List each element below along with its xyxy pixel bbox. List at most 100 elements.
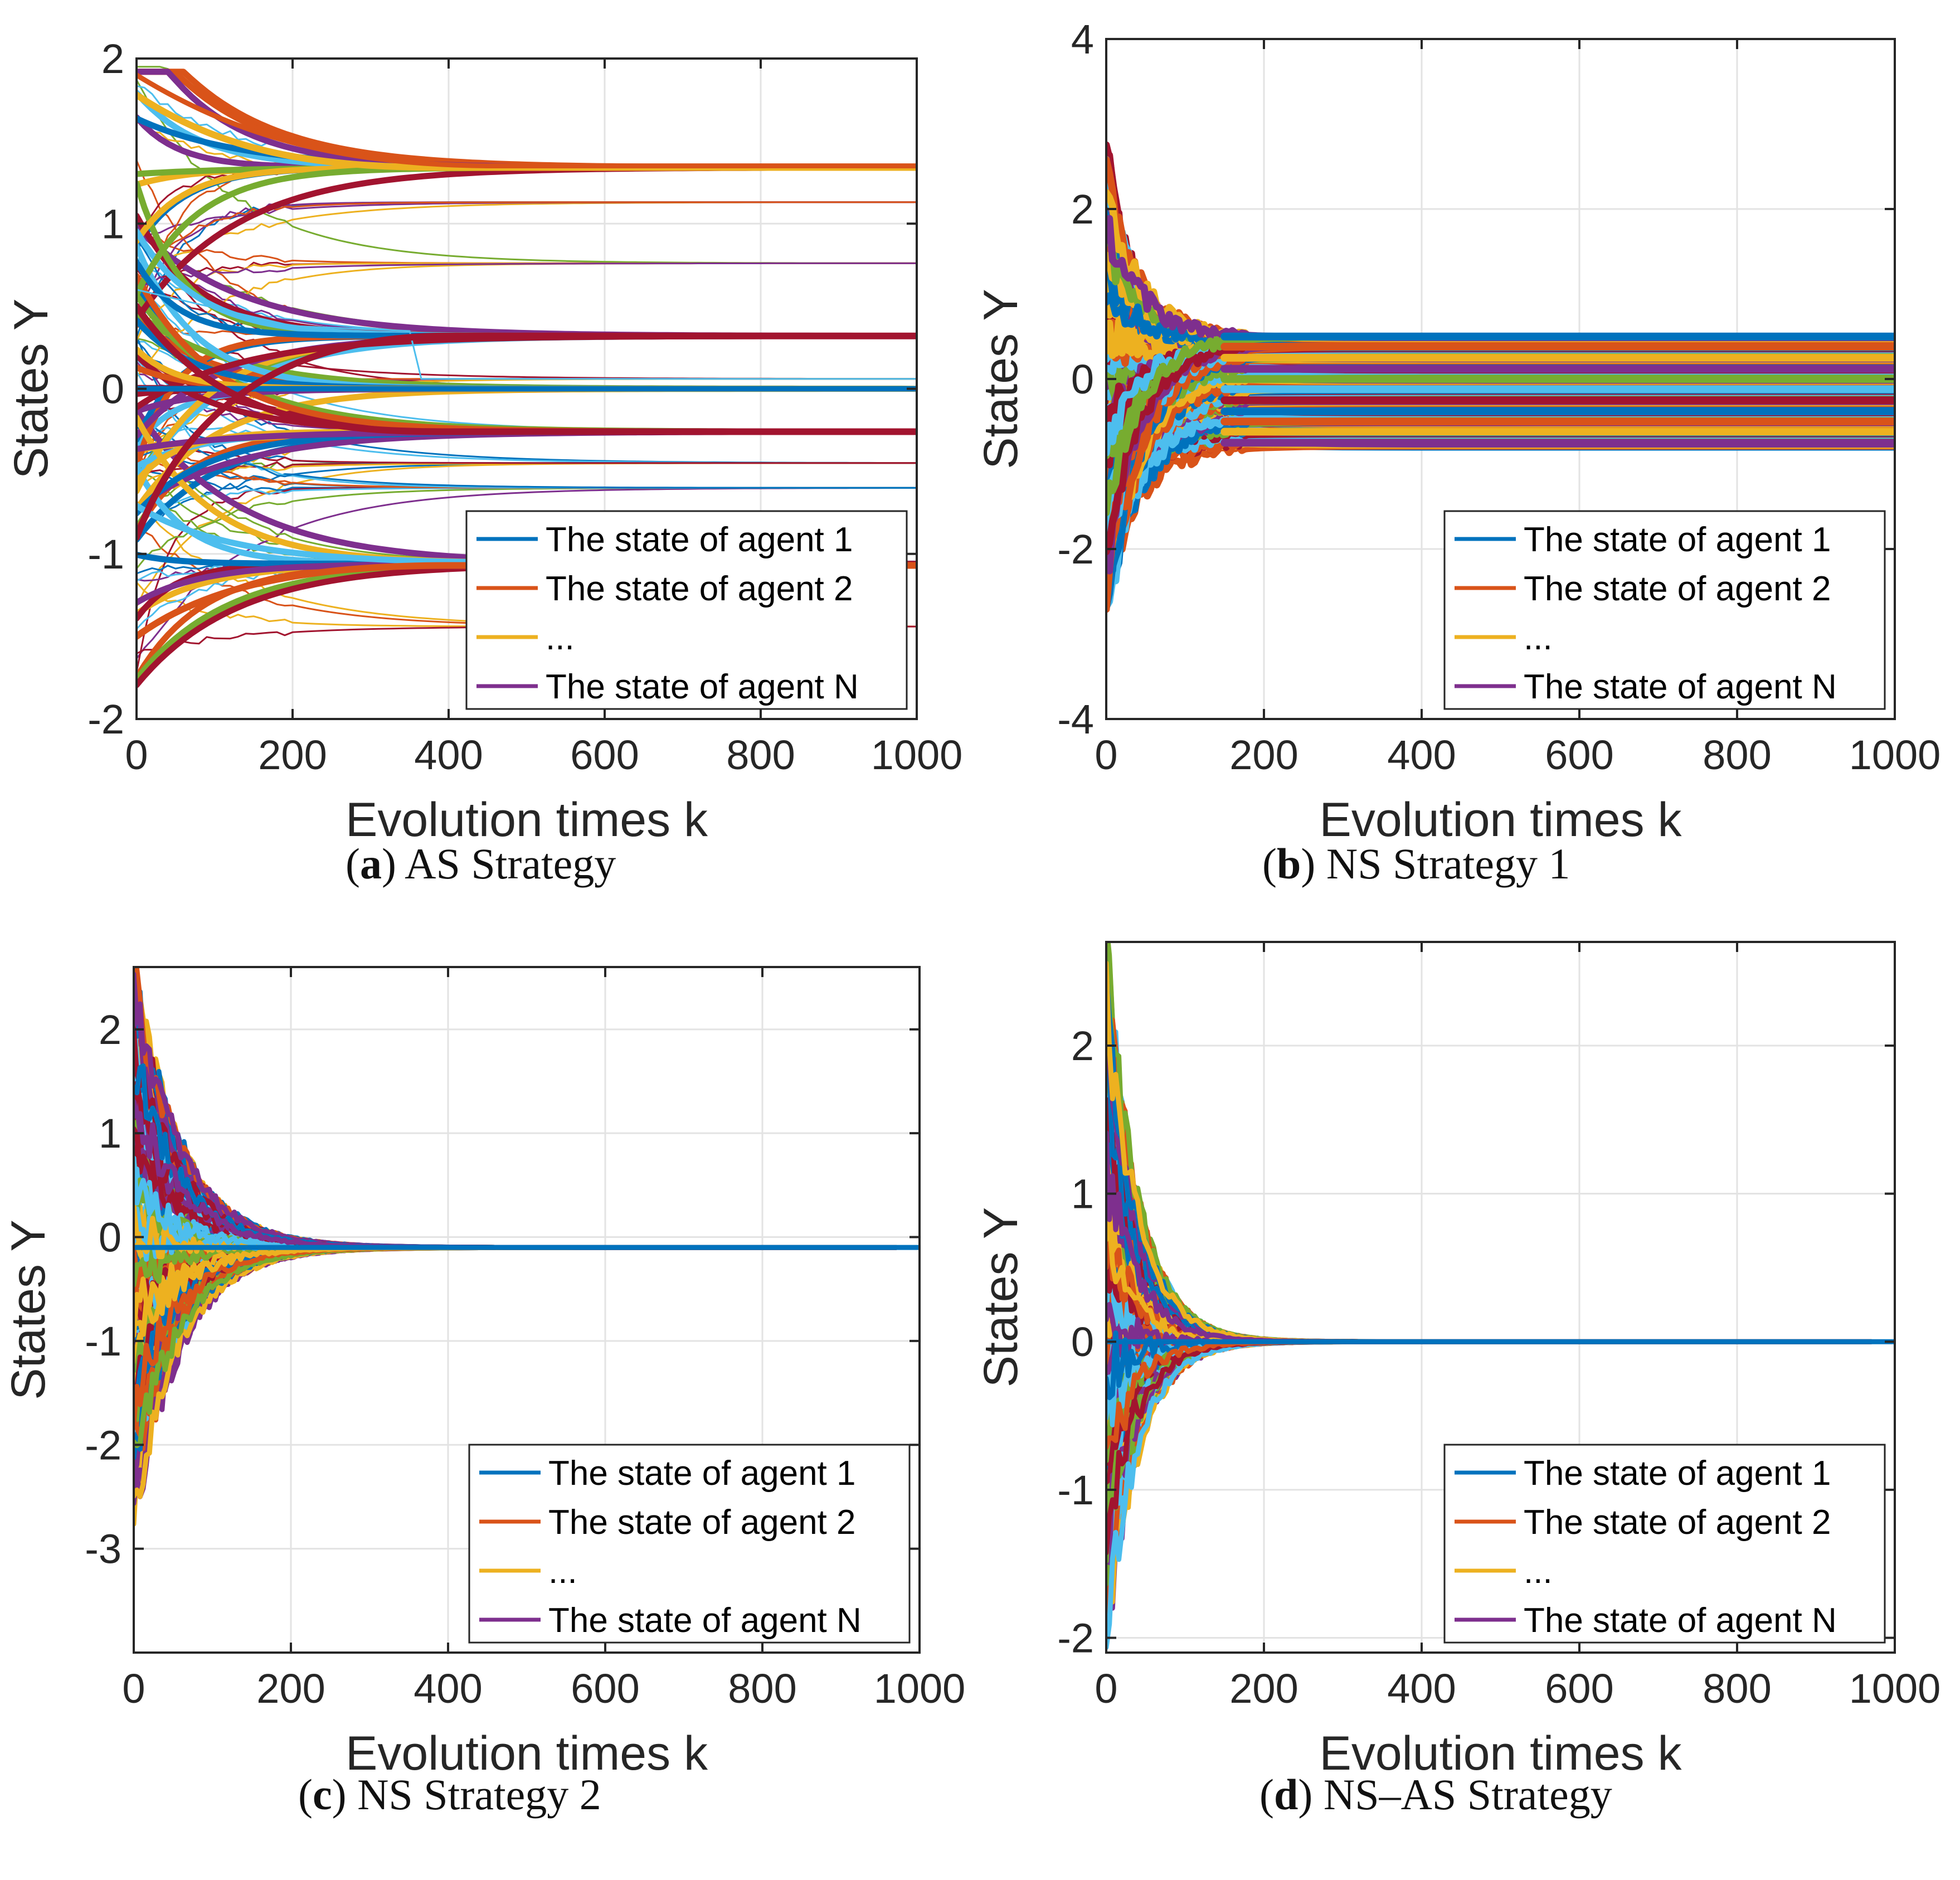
y-tick-label: 2 xyxy=(1071,186,1094,232)
x-tick-label: 400 xyxy=(414,1665,482,1712)
series-group xyxy=(1106,141,1895,613)
caption-letter-a: a xyxy=(359,839,382,888)
x-tick-label: 0 xyxy=(1095,1665,1117,1712)
x-tick-label: 600 xyxy=(571,1665,639,1712)
legend-label: The state of agent 2 xyxy=(546,570,853,608)
legend-label: The state of agent 2 xyxy=(548,1503,856,1542)
x-tick-label: 0 xyxy=(125,732,148,778)
series-line-thin xyxy=(137,262,917,286)
caption-a: (a) AS Strategy xyxy=(346,839,616,888)
y-tick-label: -2 xyxy=(87,696,124,742)
x-tick-label: 800 xyxy=(1703,1665,1771,1712)
legend-label: ... xyxy=(1524,1552,1553,1591)
axes-box xyxy=(1105,941,1896,1654)
y-tick-label: 1 xyxy=(101,201,124,247)
caption-letter-d: d xyxy=(1273,1770,1298,1819)
caption-c: (c) NS Strategy 2 xyxy=(298,1770,601,1819)
x-tick-label: 0 xyxy=(1095,732,1117,778)
x-tick-label: 0 xyxy=(122,1665,145,1712)
legend-box xyxy=(1443,1444,1886,1644)
legend: The state of agent 1 The state of agent 2… xyxy=(1443,510,1886,710)
y-tick-label: -4 xyxy=(1057,696,1094,742)
caption-b: (b) NS Strategy 1 xyxy=(1262,839,1570,888)
x-tick-label: 1000 xyxy=(1849,1665,1941,1712)
x-axis-label: Evolution times k xyxy=(346,793,708,847)
x-tick-label: 1000 xyxy=(871,732,963,778)
legend-label: The state of agent 1 xyxy=(548,1454,856,1493)
x-axis-label: Evolution times k xyxy=(1319,793,1682,847)
legend-label: The state of agent 2 xyxy=(1524,1503,1831,1542)
y-tick-label: -1 xyxy=(87,531,124,577)
x-tick-label: 400 xyxy=(1387,732,1456,778)
series-group xyxy=(134,967,920,1527)
x-tick-label: 200 xyxy=(258,732,327,778)
series-group xyxy=(1106,942,1895,1650)
legend-label: The state of agent 1 xyxy=(1524,1454,1831,1493)
x-axis-label: Evolution times k xyxy=(346,1727,708,1780)
legend-label: The state of agent N xyxy=(1524,1601,1837,1640)
y-tick-label: 0 xyxy=(101,366,124,412)
y-axis-label: States Y xyxy=(974,1207,1028,1388)
legend-label: The state of agent 2 xyxy=(1524,570,1831,608)
x-tick-label: 800 xyxy=(728,1665,796,1712)
x-tick-label: 400 xyxy=(414,732,483,778)
series-line-thin xyxy=(137,414,917,489)
caption-letter-c: c xyxy=(312,1770,332,1819)
y-tick-label: -2 xyxy=(1057,526,1094,572)
legend-label: The state of agent 1 xyxy=(1524,521,1831,559)
y-tick-label: 2 xyxy=(1071,1023,1094,1069)
y-tick-label: 0 xyxy=(1071,356,1094,402)
x-tick-label: 200 xyxy=(1229,1665,1298,1712)
y-tick-label: 0 xyxy=(1071,1319,1094,1365)
legend-label: The state of agent N xyxy=(546,668,859,706)
axes-box xyxy=(133,966,921,1654)
y-tick-label: -2 xyxy=(1057,1615,1094,1661)
y-tick-label: 0 xyxy=(99,1215,121,1261)
series-line-thick xyxy=(137,72,917,169)
legend: The state of agent 1 The state of agent 2… xyxy=(468,1444,911,1644)
x-tick-label: 200 xyxy=(1229,732,1298,778)
x-tick-label: 1000 xyxy=(1849,732,1941,778)
y-axis-label: States Y xyxy=(2,1220,55,1400)
x-tick-label: 400 xyxy=(1387,1665,1456,1712)
y-tick-label: 2 xyxy=(101,36,124,82)
legend-label: ... xyxy=(548,1552,577,1591)
series-line-thin xyxy=(137,289,917,380)
legend-label: ... xyxy=(546,619,575,657)
y-tick-label: 1 xyxy=(1071,1171,1094,1217)
legend-label: The state of agent N xyxy=(1524,668,1837,706)
y-tick-label: 2 xyxy=(99,1007,121,1053)
legend-label: The state of agent 1 xyxy=(546,521,853,559)
caption-text-c: NS Strategy 2 xyxy=(357,1770,601,1819)
x-tick-label: 200 xyxy=(256,1665,325,1712)
series-line-thick xyxy=(137,91,917,171)
x-tick-label: 1000 xyxy=(874,1665,966,1712)
legend-label: The state of agent N xyxy=(548,1601,862,1640)
y-tick-label: -2 xyxy=(85,1422,121,1468)
legend-box xyxy=(465,510,908,710)
y-axis-label: States Y xyxy=(4,299,58,479)
y-tick-label: -1 xyxy=(85,1318,121,1364)
y-tick-label: 4 xyxy=(1071,16,1094,62)
legend: The state of agent 1 The state of agent 2… xyxy=(465,510,908,710)
x-tick-label: 800 xyxy=(726,732,795,778)
x-axis-label: Evolution times k xyxy=(1319,1727,1682,1780)
series-line-thin xyxy=(137,433,917,464)
caption-letter-b: b xyxy=(1276,839,1301,888)
y-tick-label: 1 xyxy=(99,1110,121,1157)
caption-text-b: NS Strategy 1 xyxy=(1326,839,1570,888)
legend-box xyxy=(468,1444,911,1644)
x-tick-label: 800 xyxy=(1703,732,1771,778)
y-axis-label: States Y xyxy=(974,289,1028,469)
caption-text-a: AS Strategy xyxy=(405,839,616,888)
y-tick-label: -1 xyxy=(1057,1467,1094,1513)
x-tick-label: 600 xyxy=(570,732,639,778)
x-tick-label: 600 xyxy=(1545,1665,1613,1712)
series-line-thick xyxy=(137,303,917,435)
series-line-thick xyxy=(137,562,917,640)
